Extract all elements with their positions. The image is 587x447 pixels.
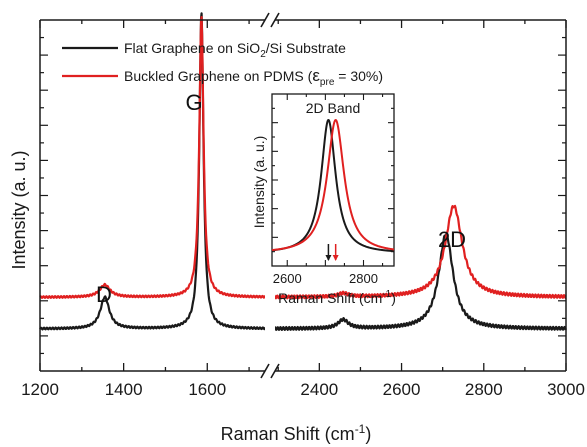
- main-curves: [39, 12, 567, 370]
- x-tick-label: 1600: [188, 380, 226, 399]
- inset-x-tick-label: 2600: [273, 271, 302, 286]
- inset-y-axis-title: Intensity (a. u.): [251, 136, 267, 229]
- x-tick-label: 2600: [383, 380, 421, 399]
- legend-label-flat: Flat Graphene on SiO2/Si Substrate: [124, 40, 346, 60]
- inset-peak-marker-head: [332, 255, 339, 261]
- inset-ticks: 2600 2800: [272, 94, 394, 286]
- inset-2d-band: 2600 2800 2D Band Intensity (a. u.) Raman…: [251, 93, 396, 306]
- inset-x-axis-title: Raman Shift (cm-1): [278, 289, 396, 306]
- axis-break-mark: [270, 363, 280, 379]
- x-tick-label: 1400: [105, 380, 143, 399]
- y-axis-title: Intensity (a. u.): [9, 150, 29, 269]
- annotation-d-peak: D: [96, 282, 112, 307]
- x-axis-title: Raman Shift (cm-1): [221, 422, 372, 444]
- legend: Flat Graphene on SiO2/Si Substrate Buckl…: [62, 40, 383, 88]
- annotation-g-peak: G: [185, 90, 202, 115]
- axis-break-mark: [260, 363, 270, 379]
- inset-x-tick-label: 2800: [349, 271, 378, 286]
- x-tick-label: 2400: [300, 380, 338, 399]
- series-1-segment-0: [39, 16, 271, 300]
- axis-break-gap: [265, 21, 275, 370]
- x-tick-label: 3000: [547, 380, 585, 399]
- inset-peak-marker-head: [325, 255, 332, 261]
- x-tick-label: 2800: [465, 380, 503, 399]
- inset-curves: [271, 119, 395, 261]
- y-axis-ticks: [40, 36, 566, 355]
- inset-frame: [271, 93, 395, 267]
- axis-break-mark: [270, 12, 280, 28]
- series-1-segment-1: [269, 204, 567, 300]
- inset-series-1: [271, 119, 395, 252]
- annotation-2d-peak: 2D: [438, 227, 466, 252]
- legend-label-buckled: Buckled Graphene on PDMS (εpre = 30%): [124, 66, 383, 88]
- x-axis-ticks: 1200 1400 1600 2400 2600 2800 3000: [21, 20, 585, 399]
- axis-break-mark: [260, 12, 270, 28]
- series-0-segment-0: [39, 12, 271, 331]
- x-tick-label: 1200: [21, 380, 59, 399]
- inset-title: 2D Band: [306, 100, 360, 116]
- series-0-segment-1: [269, 232, 567, 332]
